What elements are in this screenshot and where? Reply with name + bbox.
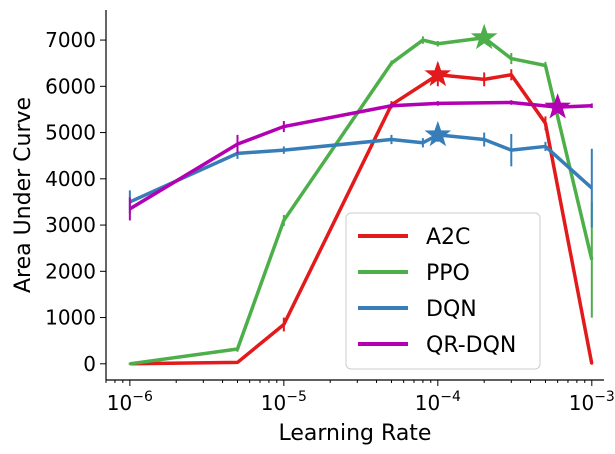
x-tick-label: 10−4 [415,389,461,415]
axes [105,10,604,381]
x-axis-title: Learning Rate [279,421,432,446]
series-line-dqn [129,133,593,204]
best-marker-ppo [470,23,498,50]
x-tick-exponent: −3 [594,389,615,405]
x-tick-exponent: −6 [132,389,153,405]
best-marker-dqn [424,120,452,147]
x-tick-base: 10 [569,391,594,415]
y-tick-label: 2000 [45,259,96,283]
y-axis-title: Area Under Curve [11,97,36,293]
y-tick-label: 5000 [45,121,96,145]
x-tick-base: 10 [107,391,132,415]
legend-label-ppo: PPO [426,261,470,286]
series-line-qr-dqn [128,100,592,211]
legend-label-qr-dqn: QR-DQN [426,333,516,358]
legend: A2C PPO DQN QR-DQN [345,212,541,370]
y-tick-label: 0 [83,352,96,376]
x-tick-exponent: −4 [440,389,461,405]
series-qr-dqn [128,93,593,221]
series-line-ppo [129,36,594,366]
x-tick-label: 10−5 [261,389,307,415]
y-tick-label: 3000 [45,213,96,237]
y-tick-label: 7000 [45,28,96,52]
x-tick-label: 10−6 [107,389,153,415]
x-tick-exponent: −5 [286,389,307,405]
y-tick-label: 1000 [45,306,96,330]
y-tick-label: 6000 [45,74,96,98]
series [128,23,594,366]
x-tick-base: 10 [415,391,440,415]
best-marker-a2c [424,60,452,87]
x-tick-base: 10 [261,391,286,415]
x-tick-label: 10−3 [569,389,615,415]
legend-box [345,212,541,370]
best-marker-qr-dqn [544,93,571,119]
legend-label-a2c: A2C [426,225,470,250]
legend-label-dqn: DQN [426,297,477,322]
y-tick-label: 4000 [45,167,96,191]
series-dqn [128,120,593,228]
